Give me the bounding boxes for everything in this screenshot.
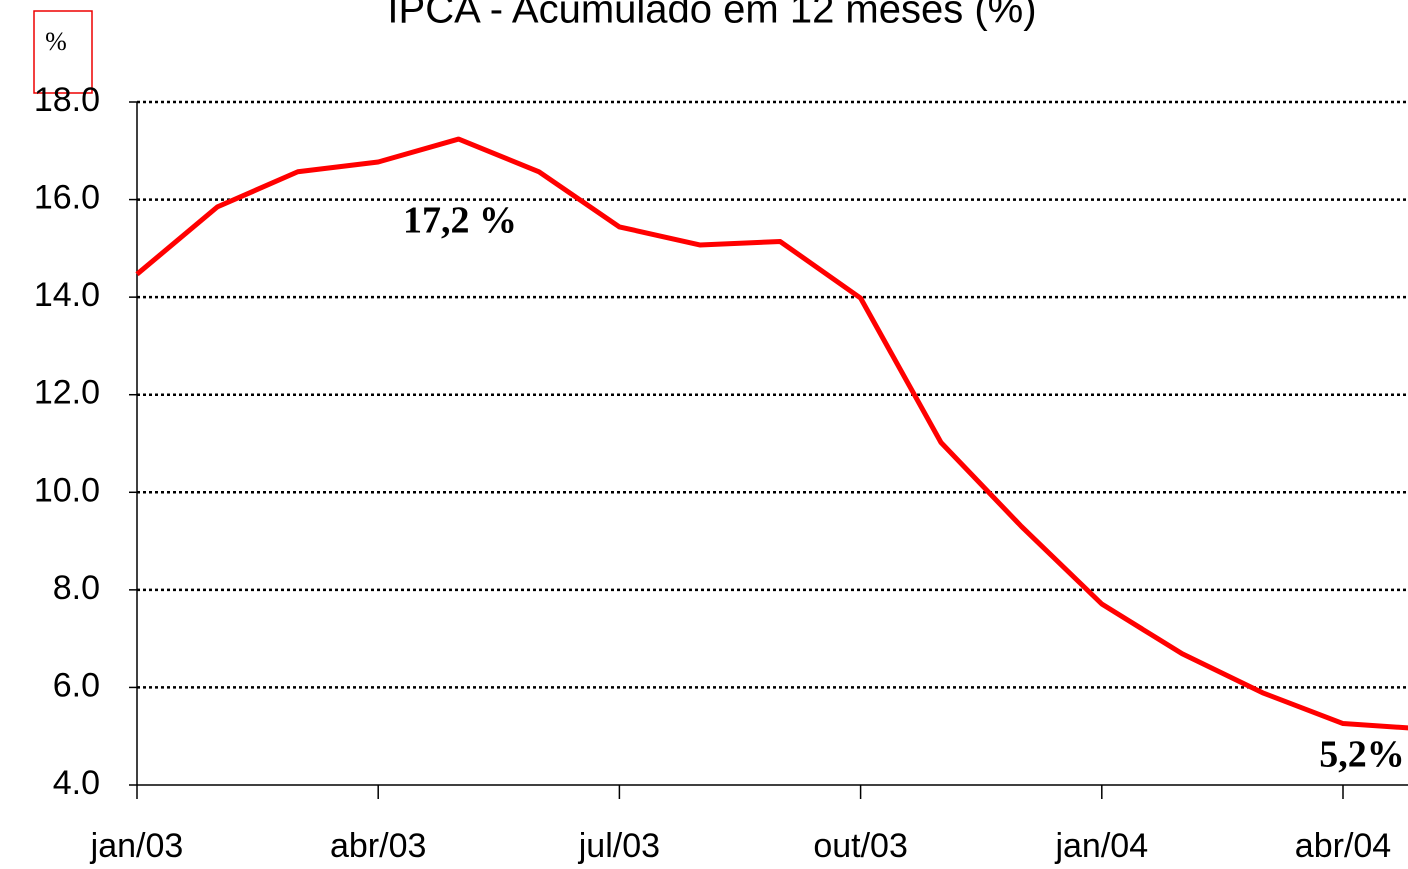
y-tick-label: 12.0 [34,374,100,412]
x-tick-label: jan/04 [1054,827,1148,865]
y-tick-label: 10.0 [34,471,100,509]
unit-box [33,10,93,94]
y-tick-label: 16.0 [34,179,100,217]
y-tick-label: 8.0 [53,569,100,607]
line [135,136,1408,731]
y-tick-label: 6.0 [53,666,100,704]
y-tick-label: 4.0 [53,764,100,802]
x-tick-label: abr/03 [330,827,426,865]
x-tick-label: out/03 [813,827,908,865]
y-tick-label: 14.0 [34,276,100,314]
y-axis-label: % [45,27,67,56]
x-tick-label: abr/04 [1295,827,1391,865]
annotation: 5,2% [1319,734,1405,776]
y-tick-label: 18.0 [34,81,100,119]
annotation: 17,2 % [403,200,517,242]
x-tick-label: jul/03 [578,827,660,865]
x-tick-label: jan/03 [90,827,184,865]
chart-title: IPCA - Acumulado em 12 meses (%) [387,0,1036,32]
